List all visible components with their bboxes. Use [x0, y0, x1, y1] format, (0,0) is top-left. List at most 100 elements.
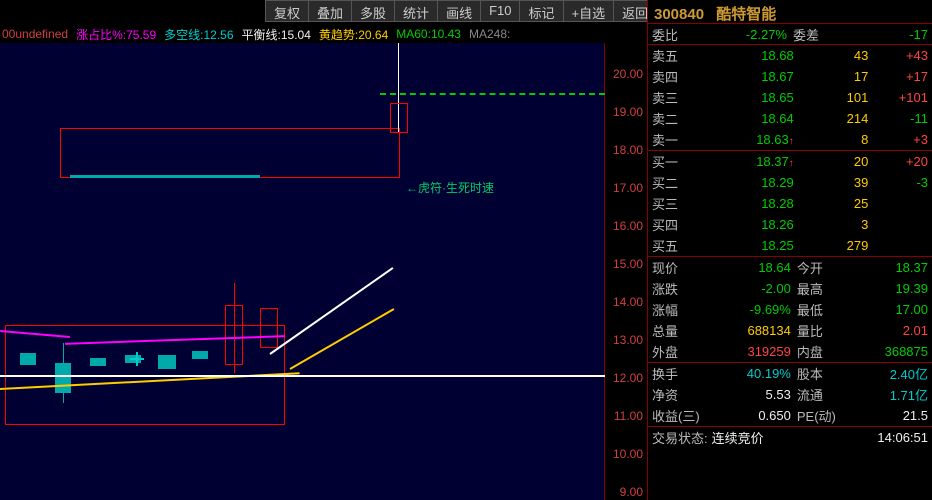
level-label: 买一	[652, 152, 719, 171]
chart-area[interactable]: ←虎符·生死时速	[0, 43, 605, 500]
top-toolbar: 复权叠加多股统计画线F10标记+自选返回	[265, 0, 657, 22]
indicator: MA60:10.43	[396, 27, 461, 41]
summary-row: 净资5.53流通1.71亿	[648, 384, 932, 405]
ma-white	[0, 375, 605, 377]
level-row[interactable]: 卖三18.65101+101	[648, 87, 932, 108]
y-tick: 17.00	[613, 181, 643, 195]
level-row[interactable]: 买四18.263	[648, 214, 932, 235]
candle-body-1	[390, 103, 408, 133]
summary-label: 今开	[791, 258, 851, 277]
indicator: 00undefined	[2, 27, 68, 41]
level-row[interactable]: 卖一18.63↑8+3	[648, 129, 932, 150]
candle-bar	[192, 351, 208, 359]
level-chg: +20	[868, 154, 928, 169]
summary-label: 现价	[652, 258, 714, 277]
summary-label: 外盘	[652, 342, 714, 361]
indicator: 黄趋势:20.64	[319, 26, 388, 43]
indicator: MA248:	[469, 27, 510, 41]
summary-row: 换手40.19%股本2.40亿	[648, 363, 932, 384]
status-label: 交易状态:	[652, 428, 708, 447]
summary-label: 内盘	[791, 342, 851, 361]
summary-label: 量比	[791, 321, 851, 340]
level-chg: +43	[868, 48, 928, 63]
level-price: 18.37↑	[719, 154, 794, 169]
level-row[interactable]: 买二18.2939-3	[648, 172, 932, 193]
level-label: 买五	[652, 236, 719, 255]
level-row[interactable]: 买一18.37↑20+20	[648, 151, 932, 172]
level-price: 18.67	[719, 69, 794, 84]
summary-value: 319259	[714, 344, 791, 359]
summary-value: 688134	[714, 323, 791, 338]
toolbar-btn-统计[interactable]: 统计	[395, 1, 438, 21]
level-label: 卖一	[652, 130, 719, 149]
summary-row: 总量688134量比2.01	[648, 320, 932, 341]
toolbar-btn-多股[interactable]: 多股	[352, 1, 395, 21]
weicha-label: 委差	[787, 25, 861, 44]
y-tick: 15.00	[613, 257, 643, 271]
status-value: 连续竞价	[712, 428, 764, 447]
weibi-row: 委比 -2.27% 委差 -17	[648, 24, 932, 45]
toolbar-btn-+自选[interactable]: +自选	[564, 1, 615, 21]
level-row[interactable]: 买五18.25279	[648, 235, 932, 256]
level-vol: 39	[794, 175, 869, 190]
summary-value: 17.00	[851, 302, 928, 317]
level-chg: -3	[868, 175, 928, 190]
level-label: 卖四	[652, 67, 719, 86]
summary-row: 现价18.64今开18.37	[648, 257, 932, 278]
level-price: 18.68	[719, 48, 794, 63]
level-price: 18.25	[719, 238, 794, 253]
level-price: 18.29	[719, 175, 794, 190]
ma-white-rise	[269, 267, 393, 355]
summary-value: 0.650	[714, 408, 791, 423]
indicator-bar: 00undefined涨占比%:75.59多空线:12.56平衡线:15.04黄…	[0, 25, 518, 43]
summary-value: 40.19%	[714, 366, 791, 381]
candle-bar-red	[260, 308, 278, 348]
status-time: 14:06:51	[877, 430, 928, 445]
weibi-value: -2.27%	[720, 27, 788, 42]
summary-value: 18.64	[714, 260, 791, 275]
summary-value: -9.69%	[714, 302, 791, 317]
y-tick: 12.00	[613, 371, 643, 385]
level-vol: 214	[794, 111, 869, 126]
indicator: 平衡线:15.04	[242, 26, 311, 43]
level-price: 18.64	[719, 111, 794, 126]
toolbar-btn-画线[interactable]: 画线	[438, 1, 481, 21]
stock-name: 酷特智能	[716, 6, 776, 23]
stock-title: 300840 酷特智能	[648, 0, 932, 24]
level-chg: -11	[868, 111, 928, 126]
y-tick: 13.00	[613, 333, 643, 347]
summary-row: 涨跌-2.00最高19.39	[648, 278, 932, 299]
level-vol: 20	[794, 154, 869, 169]
candle-bar	[90, 358, 106, 366]
level-label: 买二	[652, 173, 719, 192]
summary-label: 股本	[791, 364, 851, 383]
candle-bar	[158, 355, 176, 369]
level-row[interactable]: 卖四18.6717+17	[648, 66, 932, 87]
level-row[interactable]: 卖二18.64214-11	[648, 108, 932, 129]
y-tick: 16.00	[613, 219, 643, 233]
level-vol: 8	[794, 132, 869, 147]
level-price: 18.26	[719, 217, 794, 232]
level-row[interactable]: 买三18.2825	[648, 193, 932, 214]
level-vol: 101	[794, 90, 869, 105]
candle-bar	[20, 353, 36, 365]
level-row[interactable]: 卖五18.6843+43	[648, 45, 932, 66]
summary-label: 涨跌	[652, 279, 714, 298]
level-chg: +3	[868, 132, 928, 147]
y-tick: 20.00	[613, 67, 643, 81]
summary-label: 涨幅	[652, 300, 714, 319]
toolbar-btn-叠加[interactable]: 叠加	[309, 1, 352, 21]
summary-label: 总量	[652, 321, 714, 340]
level-vol: 43	[794, 48, 869, 63]
level-vol: 25	[794, 196, 869, 211]
toolbar-btn-F10[interactable]: F10	[481, 1, 520, 21]
level-price: 18.65	[719, 90, 794, 105]
toolbar-btn-标记[interactable]: 标记	[520, 1, 563, 21]
candle-wick	[63, 343, 64, 403]
summary-value: 5.53	[714, 387, 791, 402]
weicha-value: -17	[861, 27, 929, 42]
summary-value: 21.5	[851, 408, 928, 423]
y-tick: 9.00	[620, 485, 643, 499]
toolbar-btn-复权[interactable]: 复权	[266, 1, 309, 21]
level-label: 卖三	[652, 88, 719, 107]
